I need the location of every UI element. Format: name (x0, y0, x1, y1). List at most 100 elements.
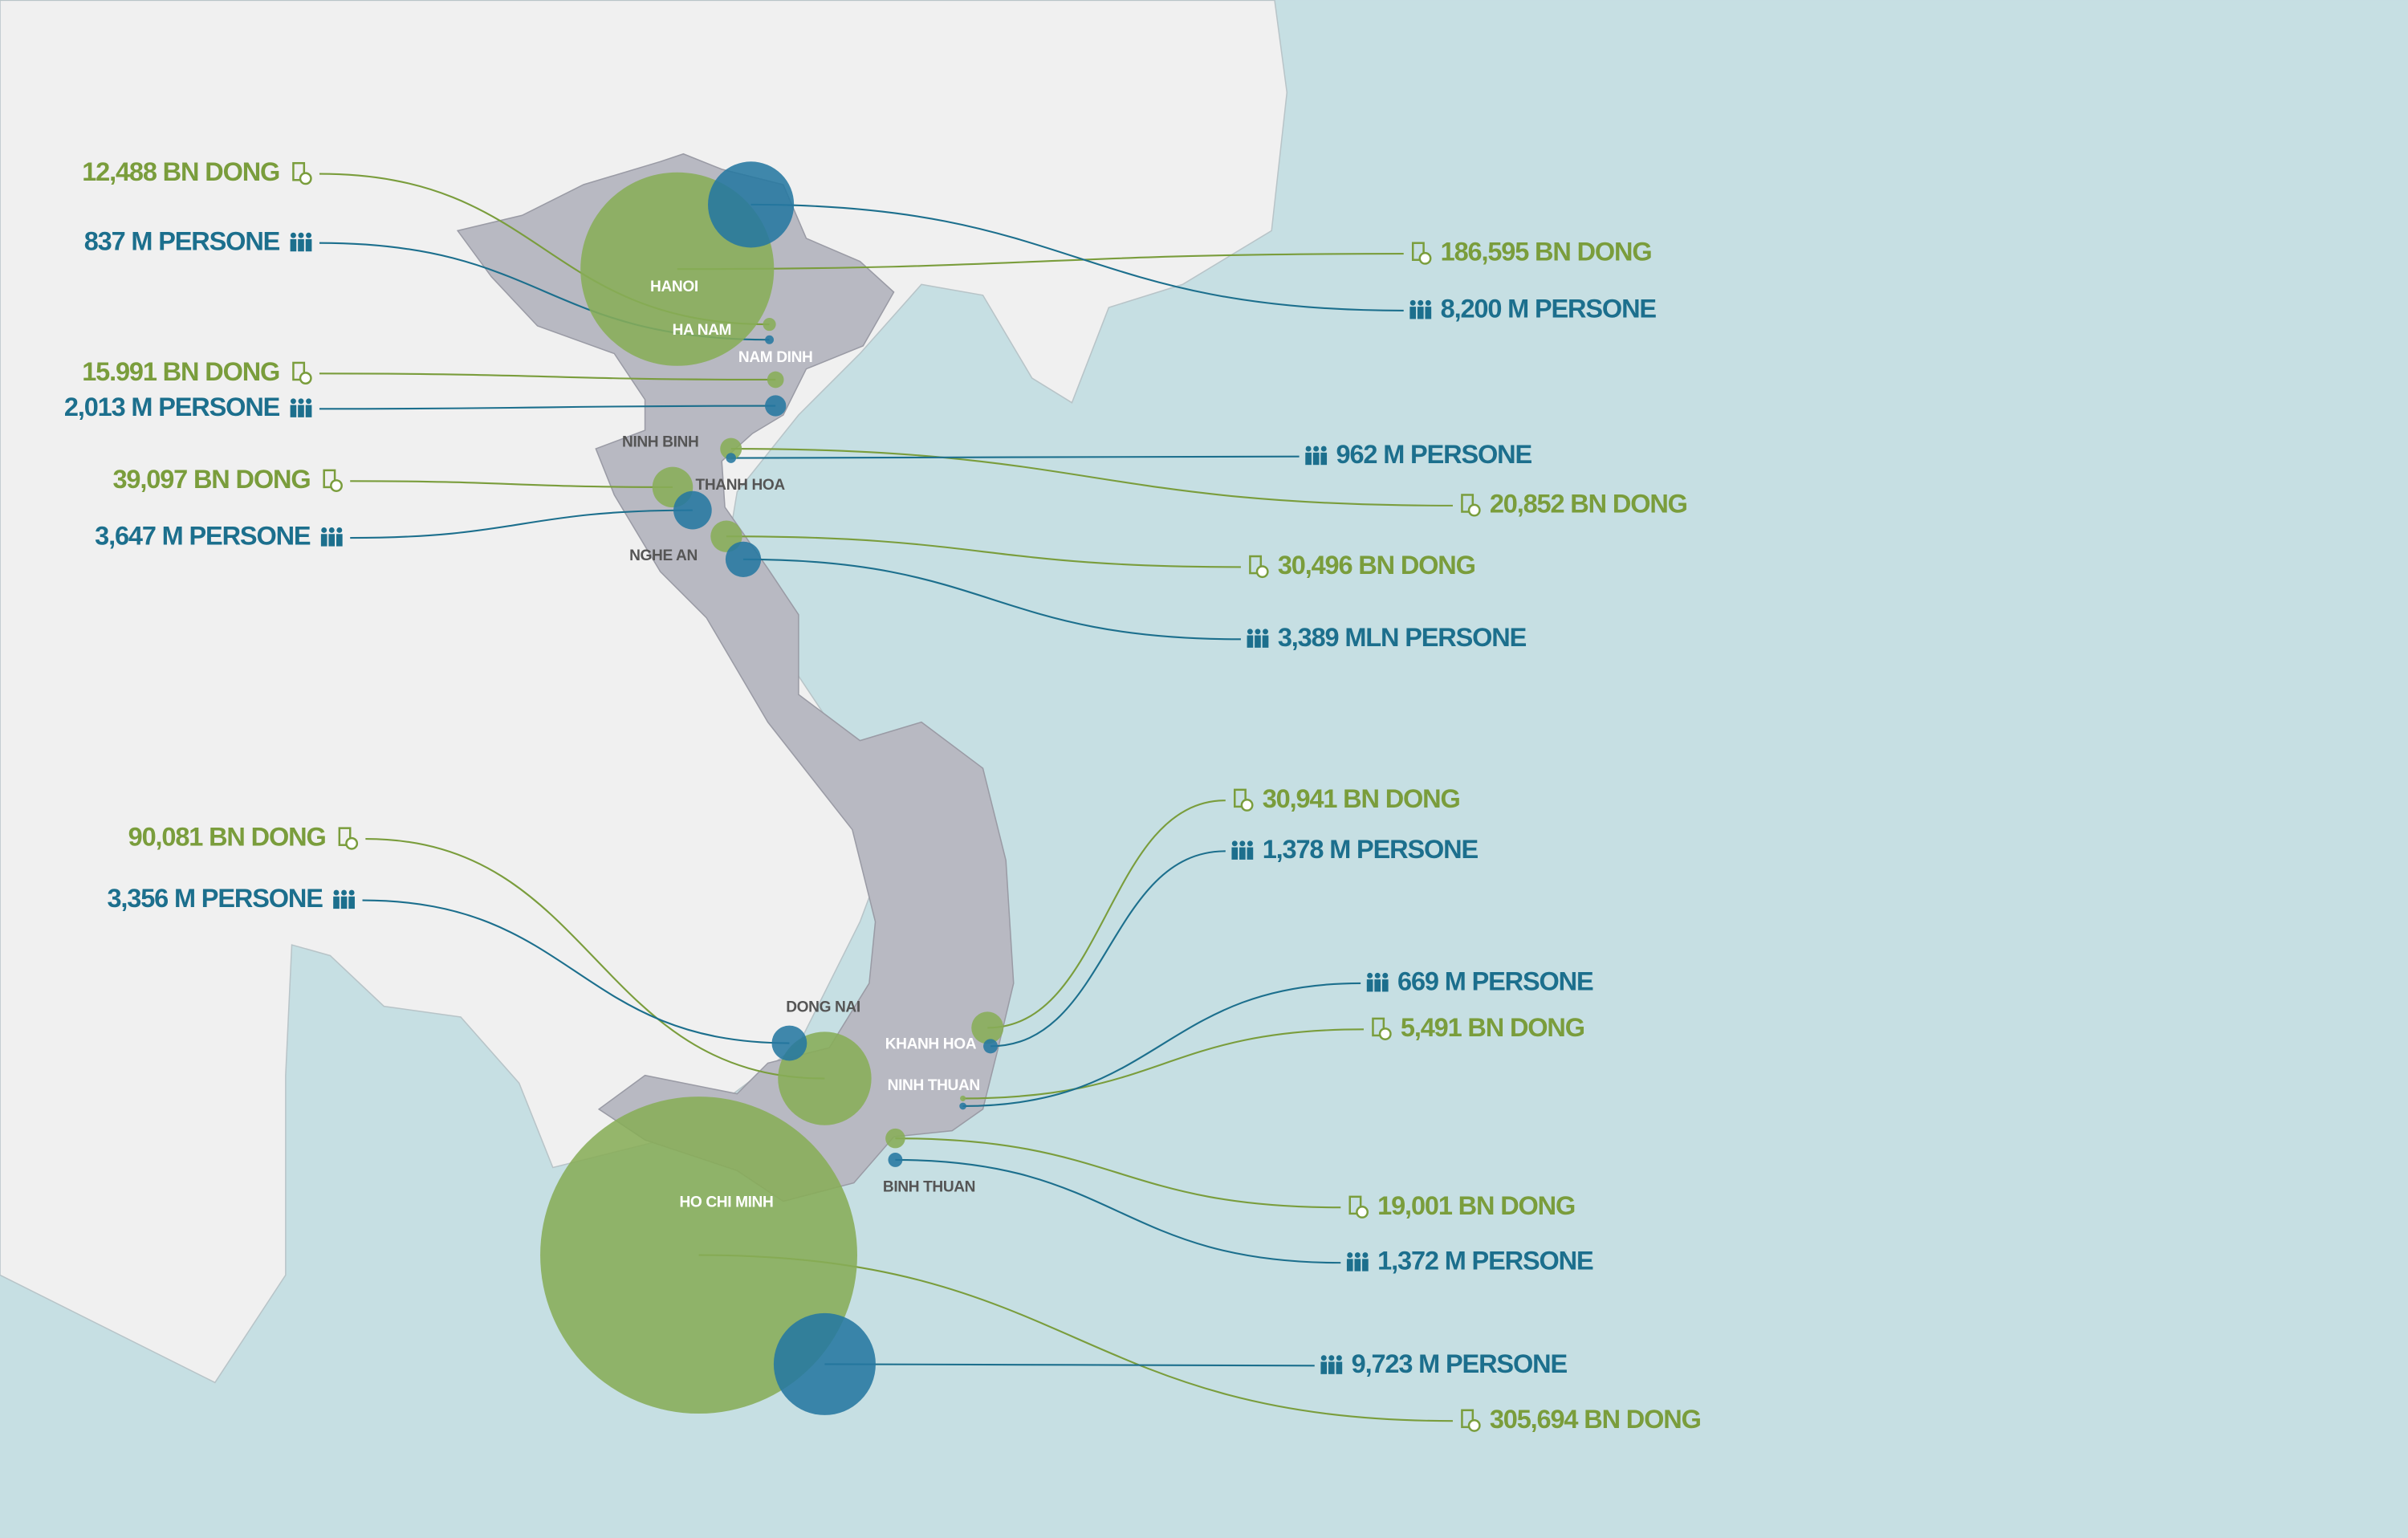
leader-line (319, 372, 776, 381)
leader-line (750, 203, 1404, 311)
money-icon (338, 827, 359, 850)
icon-part (1255, 629, 1261, 635)
icon-part (1347, 1252, 1353, 1258)
icon-part (1313, 446, 1320, 452)
people-icon (290, 398, 312, 417)
vietnam-land (456, 153, 1015, 1202)
population-label: 962 M PERSONE (1336, 440, 1532, 469)
population-label: 669 M PERSONE (1397, 966, 1593, 995)
icon-part (292, 361, 306, 381)
icon-part (290, 398, 296, 405)
place-name: NINH THUAN (888, 1077, 980, 1094)
leader-line (987, 800, 1226, 1029)
icon-part (1239, 840, 1246, 847)
icon-part (1320, 446, 1327, 452)
icon-part (328, 527, 335, 533)
gdp-label: 20,852 BN DONG (1490, 489, 1687, 518)
population-circle (765, 395, 787, 417)
icon-part (321, 527, 327, 533)
gdp-label: 305,694 BN DONG (1490, 1405, 1701, 1434)
population-label: 3,356 M PERSONE (107, 884, 323, 913)
money-icon (323, 469, 343, 492)
people-icon (1231, 840, 1254, 860)
people-icon (333, 889, 355, 909)
icon-part (1411, 242, 1425, 261)
money-icon (1348, 1195, 1369, 1219)
leader-line (365, 838, 825, 1080)
population-label: 837 M PERSONE (84, 226, 280, 255)
icon-part (1372, 1017, 1385, 1037)
icon-part (298, 398, 304, 405)
icon-part (306, 232, 312, 238)
icon-part (1425, 307, 1432, 319)
gdp-circle (971, 1011, 1004, 1044)
icon-part (298, 232, 304, 238)
icon-part (1263, 629, 1268, 635)
money-icon (292, 361, 312, 385)
icon-part (1467, 503, 1481, 517)
gdp-label: 90,081 BN DONG (128, 823, 326, 852)
place-name: HANOI (650, 279, 698, 295)
money-icon (1461, 494, 1481, 517)
icon-part (1328, 1355, 1335, 1361)
population-circle (726, 453, 736, 463)
icon-part (1231, 847, 1239, 860)
icon-part (1382, 972, 1389, 979)
icon-part (1362, 1259, 1369, 1271)
icon-part (338, 827, 352, 846)
icon-part (348, 896, 355, 909)
icon-part (290, 238, 297, 252)
money-icon (1249, 555, 1269, 579)
icon-part (1255, 565, 1269, 579)
icon-part (1262, 635, 1269, 648)
icon-part (1467, 1418, 1481, 1432)
leader-line (726, 535, 1241, 568)
population-label: 3,389 MLN PERSONE (1278, 623, 1527, 652)
place-name: BINH THUAN (883, 1178, 975, 1195)
icon-part (1461, 494, 1474, 513)
leader-line (730, 448, 1453, 507)
gdp-label: 19,001 BN DONG (1377, 1191, 1575, 1220)
people-icon (1305, 446, 1328, 466)
gdp-label: 186,595 BN DONG (1441, 238, 1652, 267)
leader-line (990, 850, 1226, 1048)
gdp-circle (720, 437, 742, 460)
markers (540, 161, 1004, 1415)
icon-part (1247, 629, 1253, 635)
gdp-label: 15.991 BN DONG (82, 357, 279, 386)
icon-part (1249, 555, 1263, 575)
icon-part (333, 896, 340, 909)
labels: 186,595 BN DONG 8,200 M PERSONE 12,488 BN … (64, 157, 1702, 1434)
icon-part (1418, 299, 1424, 306)
leader-line (743, 558, 1241, 641)
icon-part (1354, 1259, 1361, 1271)
icon-part (1425, 299, 1431, 306)
leader-line (895, 1158, 1341, 1264)
icon-part (1409, 307, 1417, 319)
icon-part (1336, 1355, 1342, 1361)
icon-part (341, 889, 348, 896)
icon-part (299, 372, 312, 385)
icon-part (1305, 446, 1312, 452)
icon-part (290, 405, 297, 417)
icon-part (1336, 1361, 1343, 1374)
leader-line (962, 1028, 1364, 1100)
leader-line (824, 1363, 1315, 1367)
place-name: KHANH HOA (885, 1036, 977, 1052)
leader-line (962, 982, 1361, 1108)
icon-part (1409, 299, 1416, 306)
icon-part (290, 232, 296, 238)
population-circle (765, 335, 775, 344)
place-name: THANH HOA (696, 477, 786, 494)
icon-part (1461, 1409, 1474, 1429)
people-icon (290, 232, 312, 252)
population-circle (773, 1312, 876, 1415)
icon-part (348, 889, 355, 896)
icon-part (299, 172, 312, 185)
icon-part (1346, 1259, 1353, 1271)
leader-line (362, 899, 790, 1044)
icon-part (1381, 979, 1389, 992)
population-circle (725, 541, 762, 577)
icon-part (1312, 452, 1320, 466)
population-label: 1,378 M PERSONE (1263, 835, 1479, 864)
